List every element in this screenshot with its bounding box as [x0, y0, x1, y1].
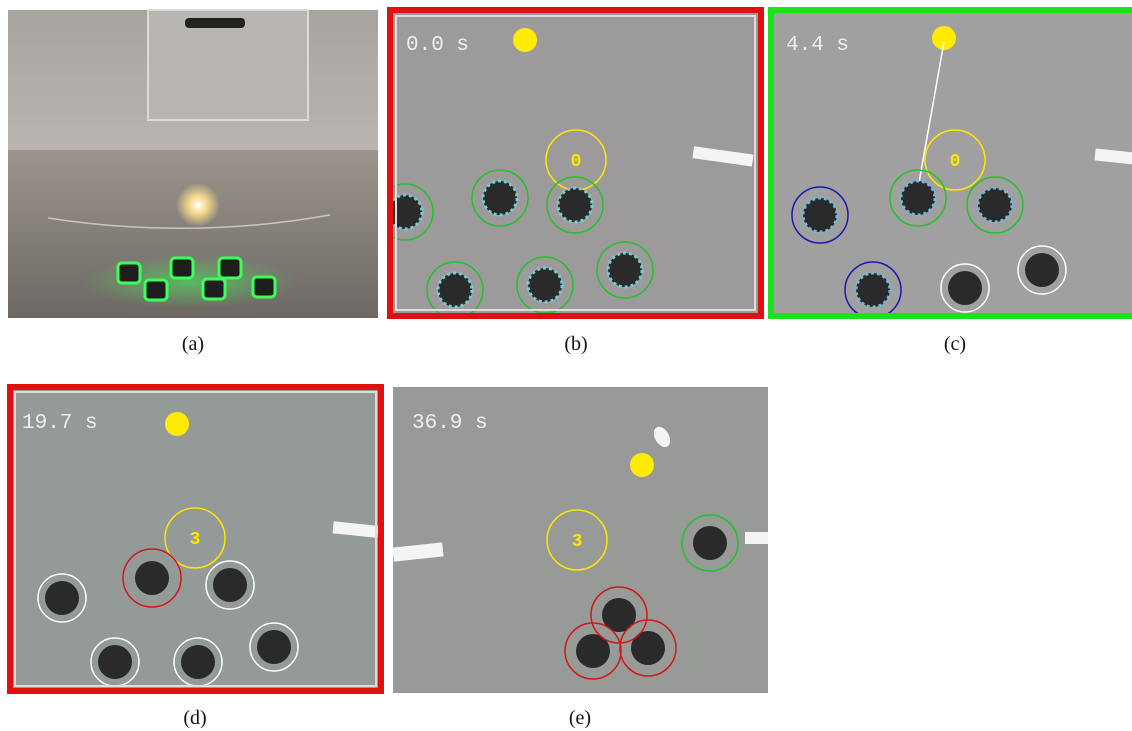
caption: (a): [182, 333, 204, 355]
timestamp: 19.7 s: [22, 412, 98, 435]
timestamp: 36.9 s: [412, 412, 488, 435]
photo-e: [393, 387, 768, 693]
caption: (e): [569, 707, 591, 729]
target-label: 0: [950, 152, 961, 172]
target-label: 3: [572, 532, 583, 552]
timestamp: 4.4 s: [786, 34, 849, 57]
photo-d: [13, 390, 378, 688]
timestamp: 0.0 s: [406, 34, 469, 57]
target-label: 0: [571, 152, 582, 172]
caption: (b): [564, 333, 587, 355]
target-label: 3: [190, 530, 201, 550]
caption: (c): [944, 333, 966, 355]
photo-c: [774, 13, 1132, 313]
photo-a: [8, 9, 378, 318]
caption: (d): [183, 707, 206, 729]
photo-b: [393, 13, 758, 313]
